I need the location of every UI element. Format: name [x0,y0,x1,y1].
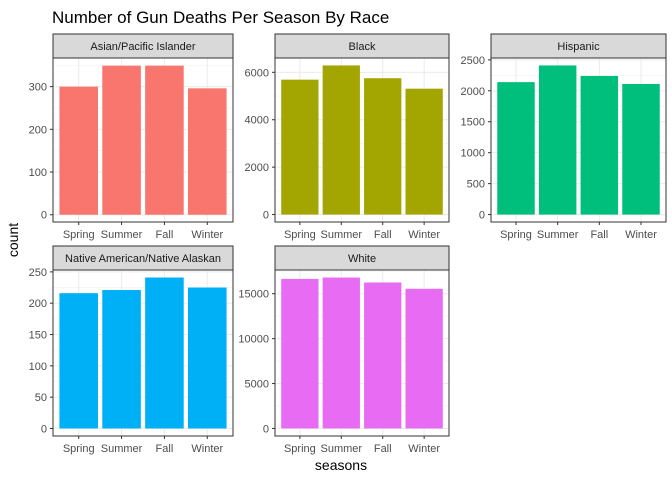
bar-winter [622,83,660,215]
x-axis-title: seasons [315,457,367,473]
x-tick-label: Fall [374,229,392,241]
facet-white: White 0 5000 10000 15000 Spring Summer Fall Wint… [238,245,450,455]
x-tick-label: Winter [191,443,223,455]
y-tick-label: 15000 [238,289,269,301]
panel-border [52,269,234,437]
y-tick-label: 1500 [461,117,485,129]
x-tick-label: Winter [191,229,223,241]
panel-border [490,57,667,223]
x-tick-label: Summer [101,443,143,455]
bar-fall [580,75,619,215]
x-tick-label: Summer [321,229,363,241]
x-tick-label: Fall [156,229,174,241]
bar-summer [102,290,141,429]
y-tick-label: 0 [41,423,47,435]
y-tick-label: 5000 [245,379,269,391]
y-tick-label: 0 [479,210,485,222]
y-tick-label: 2500 [461,55,485,67]
facet-strip-label: White [348,253,376,265]
y-tick-label: 250 [29,267,47,279]
bar-summer [102,65,141,215]
x-tick-label: Winter [625,229,657,241]
bar-summer [322,65,360,215]
y-tick-label: 100 [29,167,47,179]
y-tick-label: 2000 [245,162,269,174]
x-tick-label: Winter [408,229,440,241]
facet-strip-label: Asian/Pacific Islander [90,41,195,53]
panel-border [274,269,450,437]
facet-strip [274,33,450,59]
facet-native-american-native-alaskan: Native American/Native Alaskan 0 50 100 150 2… [29,245,234,455]
facet-strip [274,245,450,271]
y-tick-label: 0 [263,210,269,222]
facet-strip [490,33,667,59]
bar-spring [59,293,98,429]
bar-fall [364,282,402,429]
y-tick-label: 100 [29,361,47,373]
bar-winter [188,287,227,429]
facets-layer: Asian/Pacific Islander 0 100 200 300 Spring Su… [29,33,667,455]
x-tick-label: Fall [156,443,174,455]
x-tick-label: Spring [63,443,95,455]
x-tick-label: Spring [63,229,95,241]
bar-fall [145,65,184,215]
facet-strip-label: Hispanic [557,41,600,53]
y-tick-label: 200 [29,298,47,310]
bar-summer [538,65,577,215]
y-tick-label: 50 [35,392,47,404]
x-tick-label: Fall [374,443,392,455]
chart-title: Number of Gun Deaths Per Season By Race [52,8,389,27]
x-tick-label: Spring [284,443,316,455]
facet-asian-pacific-islander: Asian/Pacific Islander 0 100 200 300 Spring Su… [29,33,234,241]
bar-fall [145,277,184,429]
y-tick-label: 4000 [245,115,269,127]
x-tick-label: Winter [408,443,440,455]
facet-strip [52,33,234,59]
y-tick-label: 10000 [238,334,269,346]
y-axis-title: count [5,223,21,257]
bar-fall [364,78,402,215]
y-tick-label: 200 [29,124,47,136]
facet-strip-label: Black [349,41,376,53]
y-tick-label: 500 [467,179,485,191]
bar-spring [281,278,319,429]
facet-strip [52,245,234,271]
bar-spring [59,86,98,215]
panel-border [52,57,234,223]
bar-summer [322,277,360,429]
bar-winter [188,88,227,215]
facet-hispanic: Hispanic 0 500 1000 1500 2000 2500 Spring Summer… [461,33,667,241]
x-tick-label: Fall [590,229,608,241]
x-tick-label: Summer [537,229,579,241]
bar-winter [405,88,443,215]
y-tick-label: 1000 [461,148,485,160]
y-tick-label: 150 [29,330,47,342]
x-tick-label: Summer [321,443,363,455]
bar-spring [281,79,319,215]
facet-strip-label: Native American/Native Alaskan [65,253,221,265]
bar-spring [497,82,535,215]
y-tick-label: 0 [263,423,269,435]
y-tick-label: 2000 [461,86,485,98]
x-tick-label: Summer [101,229,143,241]
panel-border [274,57,450,223]
y-tick-label: 6000 [245,67,269,79]
bar-winter [405,288,443,429]
x-tick-label: Spring [500,229,532,241]
facet-black: Black 0 2000 4000 6000 Spring Summer Fall Winter [245,33,450,241]
y-tick-label: 300 [29,82,47,94]
y-tick-label: 0 [41,210,47,222]
x-tick-label: Spring [284,229,316,241]
